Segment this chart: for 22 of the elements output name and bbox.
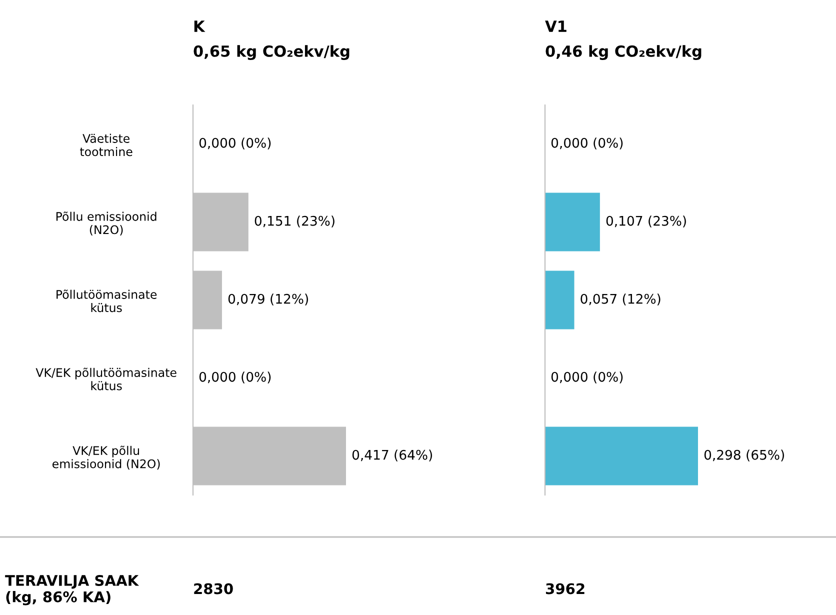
y-tick-label: Põllutöömasinate kütus: [56, 290, 157, 312]
data-label: 0,000 (0%): [551, 372, 623, 384]
data-label: 0,057 (12%): [580, 294, 660, 306]
chart-title: V1: [545, 20, 566, 32]
y-tick-label: VK/EK põllu emissioonid (N2O): [52, 446, 160, 470]
chart-title: K: [194, 20, 206, 32]
y-tick-label: VK/EK põllutöömasinate kütus: [36, 368, 176, 390]
chart-subtitle: 0,65 kg CO₂ekv/kg: [194, 45, 350, 60]
y-tick-label: Väetiste tootmine: [80, 134, 132, 156]
chart-subtitle: 0,46 kg CO₂ekv/kg: [546, 45, 702, 60]
data-label: 0,151 (23%): [254, 216, 334, 228]
text: TERAVILJA SAAK (kg, 86% KA): [5, 574, 140, 606]
data-label: 0,000 (0%): [551, 138, 623, 150]
text: 2830: [194, 583, 233, 594]
data-label: 0,417 (64%): [352, 450, 432, 462]
y-tick-label: Põllu emissioonid (N2O): [56, 212, 156, 236]
data-label: 0,079 (12%): [228, 294, 308, 306]
text: 3962: [546, 583, 584, 594]
data-label: 0,000 (0%): [199, 372, 271, 384]
data-label: 0,107 (23%): [606, 216, 686, 228]
data-label: 0,298 (65%): [704, 450, 784, 462]
data-label: 0,000 (0%): [199, 138, 271, 150]
